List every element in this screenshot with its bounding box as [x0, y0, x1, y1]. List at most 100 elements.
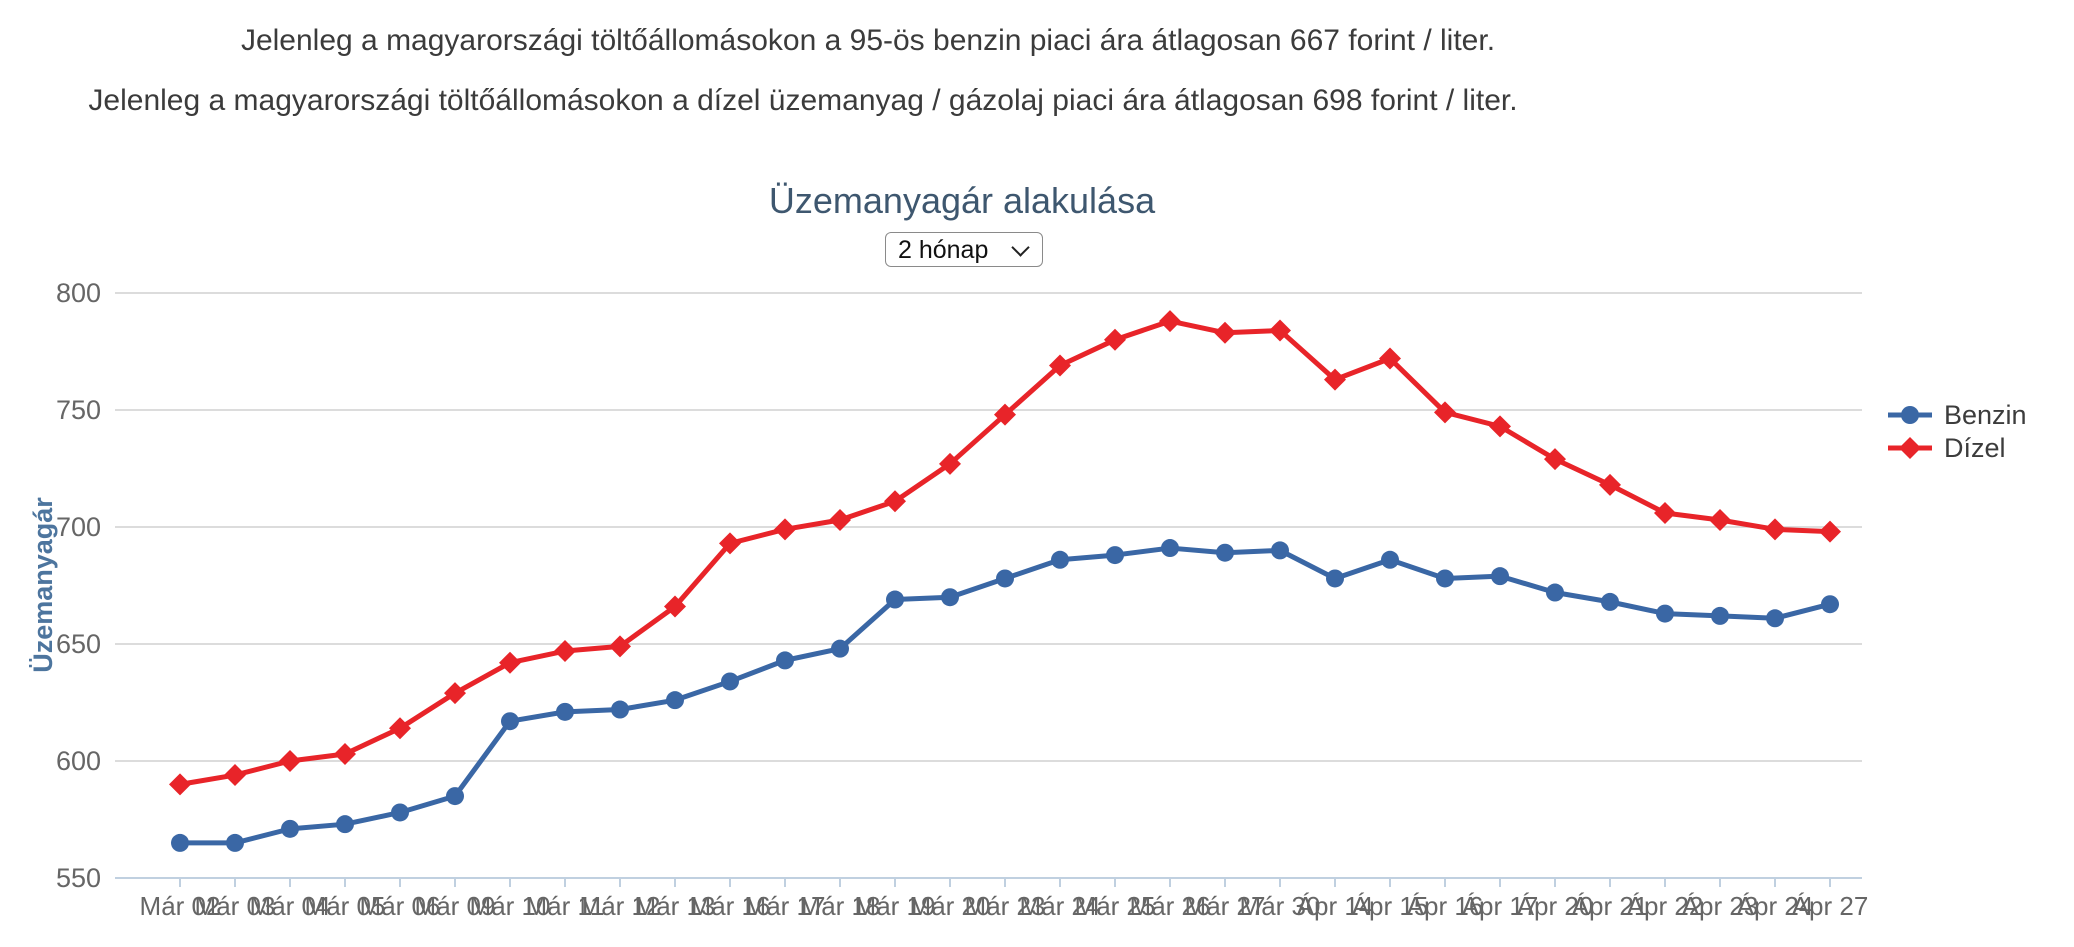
data-point-marker[interactable] [1764, 518, 1786, 541]
data-point-marker[interactable] [1269, 319, 1291, 342]
data-point-marker[interactable] [1326, 569, 1344, 588]
data-point-marker[interactable] [1106, 546, 1124, 565]
x-axis-tick-label: Már 11 [526, 891, 605, 921]
data-point-marker[interactable] [169, 773, 191, 796]
data-point-marker[interactable] [1379, 347, 1401, 370]
data-point-marker[interactable] [444, 682, 466, 705]
x-axis-tick-label: Már 09 [415, 891, 496, 921]
chart-title: Üzemanyagár alakulása [768, 180, 1156, 221]
legend-item-dízel[interactable]: Dízel [1888, 433, 2006, 463]
x-axis-tick-label: Ápr 14 [1297, 891, 1374, 921]
data-point-marker[interactable] [776, 651, 794, 670]
x-axis-tick-label: Már 12 [580, 891, 661, 921]
x-axis-tick-label: Ápr 24 [1737, 891, 1814, 921]
data-point-marker[interactable] [1271, 541, 1289, 560]
data-point-marker[interactable] [1434, 401, 1456, 424]
range-selector[interactable]: 2 hónap [885, 232, 1043, 267]
data-point-marker[interactable] [226, 833, 244, 852]
data-point-marker[interactable] [556, 702, 574, 721]
x-axis-tick-label: Már 13 [635, 891, 716, 921]
data-point-marker[interactable] [554, 640, 576, 663]
data-point-marker[interactable] [1159, 310, 1181, 333]
data-point-marker[interactable] [389, 717, 411, 740]
data-point-marker[interactable] [499, 651, 521, 674]
data-point-marker[interactable] [666, 691, 684, 710]
data-point-marker[interactable] [721, 672, 739, 691]
x-axis-tick-label: Már 27 [1185, 891, 1266, 921]
data-point-marker[interactable] [1104, 328, 1126, 351]
x-axis-tick-label: Ápr 22 [1627, 891, 1704, 921]
data-point-marker[interactable] [446, 787, 464, 806]
x-axis-tick-label: Ápr 15 [1352, 891, 1429, 921]
header-benzin-price-text: Jelenleg a magyarországi töltőállomásoko… [240, 24, 1496, 57]
x-axis-tick-label: Már 05 [305, 891, 386, 921]
y-axis-tick-label: 800 [56, 278, 101, 308]
data-point-marker[interactable] [1709, 508, 1731, 531]
data-point-marker[interactable] [1601, 592, 1619, 611]
data-point-marker[interactable] [831, 639, 849, 658]
data-point-marker[interactable] [279, 750, 301, 772]
x-axis-tick-label: Már 19 [855, 891, 936, 921]
x-axis-tick-label: Ápr 27 [1792, 891, 1869, 921]
data-point-marker[interactable] [886, 590, 904, 609]
data-point-marker[interactable] [1381, 550, 1399, 569]
data-point-marker[interactable] [1711, 606, 1729, 625]
y-axis-tick-label: 650 [56, 629, 101, 659]
x-axis-tick-label: Már 23 [965, 891, 1046, 921]
data-point-marker[interactable] [501, 712, 519, 731]
data-point-marker[interactable] [1049, 354, 1071, 377]
x-axis-tick-label: Már 02 [140, 891, 221, 921]
data-point-marker[interactable] [1819, 520, 1841, 543]
data-point-marker[interactable] [611, 700, 629, 719]
data-point-marker[interactable] [171, 833, 189, 852]
data-point-marker[interactable] [1324, 368, 1346, 391]
data-point-marker[interactable] [829, 508, 851, 531]
data-point-marker[interactable] [336, 815, 354, 834]
data-point-marker[interactable] [1051, 550, 1069, 569]
data-point-marker[interactable] [1599, 473, 1621, 496]
x-axis-tick-label: Már 17 [745, 891, 826, 921]
x-axis-tick-label: Ápr 23 [1682, 891, 1759, 921]
y-axis-tick-label: 700 [56, 512, 101, 542]
data-point-marker[interactable] [664, 595, 686, 618]
x-axis-tick-label: Ápr 17 [1462, 891, 1539, 921]
diamond-marker-icon [1899, 437, 1921, 459]
data-point-marker[interactable] [1546, 583, 1564, 602]
legend-item-benzin[interactable]: Benzin [1888, 400, 2027, 430]
data-point-marker[interactable] [1766, 609, 1784, 628]
data-point-marker[interactable] [1544, 448, 1566, 471]
data-point-marker[interactable] [391, 803, 409, 822]
data-point-marker[interactable] [1214, 321, 1236, 344]
data-point-marker[interactable] [609, 635, 631, 658]
x-axis-tick-label: Már 20 [910, 891, 991, 921]
legend-label: Benzin [1944, 400, 2027, 430]
legend-label: Dízel [1944, 433, 2006, 463]
data-point-marker[interactable] [719, 532, 741, 555]
y-axis-tick-label: 750 [56, 395, 101, 425]
data-point-marker[interactable] [774, 518, 796, 541]
header-dizel-price-text: Jelenleg a magyarországi töltőállomásoko… [88, 84, 1518, 117]
data-point-marker[interactable] [996, 569, 1014, 588]
data-point-marker[interactable] [281, 819, 299, 838]
range-select-dropdown[interactable]: 2 hónap [885, 232, 1043, 267]
data-point-marker[interactable] [939, 452, 961, 475]
data-point-marker[interactable] [1216, 543, 1234, 562]
data-point-marker[interactable] [1161, 539, 1179, 558]
data-point-marker[interactable] [884, 490, 906, 513]
data-point-marker[interactable] [1489, 415, 1511, 438]
data-point-marker[interactable] [1656, 604, 1674, 623]
data-point-marker[interactable] [1821, 595, 1839, 614]
y-axis-tick-label: 550 [56, 863, 101, 893]
series-line-dízel [177, 318, 1833, 787]
data-point-marker[interactable] [224, 764, 246, 787]
data-point-marker[interactable] [994, 403, 1016, 426]
data-point-marker[interactable] [941, 588, 959, 607]
y-axis-title: Üzemanyagár [28, 497, 58, 673]
data-point-marker[interactable] [1436, 569, 1454, 588]
data-point-marker[interactable] [1491, 567, 1509, 586]
x-axis-tick-label: Már 06 [360, 891, 441, 921]
data-point-marker[interactable] [334, 742, 356, 765]
x-axis-tick-label: Már 30 [1240, 891, 1321, 921]
x-axis-tick-label: Ápr 21 [1572, 891, 1649, 921]
data-point-marker[interactable] [1654, 501, 1676, 524]
